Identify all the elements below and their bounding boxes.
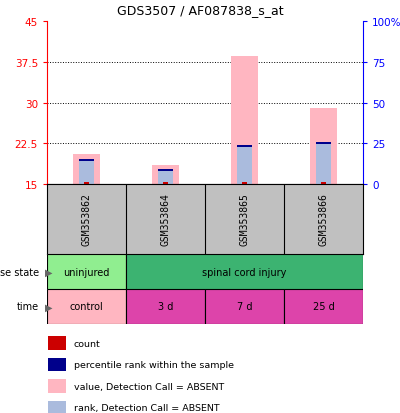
Bar [237, 147, 252, 185]
Bar [205, 289, 284, 324]
Text: 25 d: 25 d [313, 302, 334, 312]
Bar [242, 183, 247, 185]
Bar [47, 254, 126, 289]
Bar [237, 146, 252, 147]
Text: GSM353865: GSM353865 [240, 193, 250, 246]
Text: GDS3507 / AF087838_s_at: GDS3507 / AF087838_s_at [117, 4, 283, 17]
Text: GSM353864: GSM353864 [160, 193, 170, 246]
Bar [316, 143, 331, 145]
Text: count: count [74, 339, 101, 348]
Bar [231, 57, 258, 185]
Text: GSM353862: GSM353862 [82, 193, 92, 246]
Bar [47, 289, 126, 324]
Text: disease state: disease state [0, 267, 39, 277]
Text: ▶: ▶ [45, 267, 52, 277]
Bar [316, 144, 331, 185]
Bar [79, 160, 94, 185]
Text: rank, Detection Call = ABSENT: rank, Detection Call = ABSENT [74, 403, 220, 412]
Text: 3 d: 3 d [158, 302, 173, 312]
Bar [158, 170, 173, 172]
Bar [152, 166, 179, 185]
Bar [284, 289, 363, 324]
Text: 7 d: 7 d [237, 302, 252, 312]
Text: ▶: ▶ [45, 302, 52, 312]
Bar [310, 109, 337, 185]
Bar [321, 183, 326, 185]
Bar [163, 183, 168, 185]
Bar [73, 155, 100, 185]
Bar [158, 171, 173, 185]
Bar [126, 289, 205, 324]
Text: value, Detection Call = ABSENT: value, Detection Call = ABSENT [74, 382, 224, 391]
Bar [79, 159, 94, 161]
Text: percentile rank within the sample: percentile rank within the sample [74, 360, 234, 369]
Text: control: control [70, 302, 103, 312]
Text: time: time [17, 302, 39, 312]
Text: spinal cord injury: spinal cord injury [202, 267, 287, 277]
Text: GSM353866: GSM353866 [318, 193, 328, 246]
Bar [126, 254, 363, 289]
Text: uninjured: uninjured [63, 267, 110, 277]
Bar [84, 183, 89, 185]
